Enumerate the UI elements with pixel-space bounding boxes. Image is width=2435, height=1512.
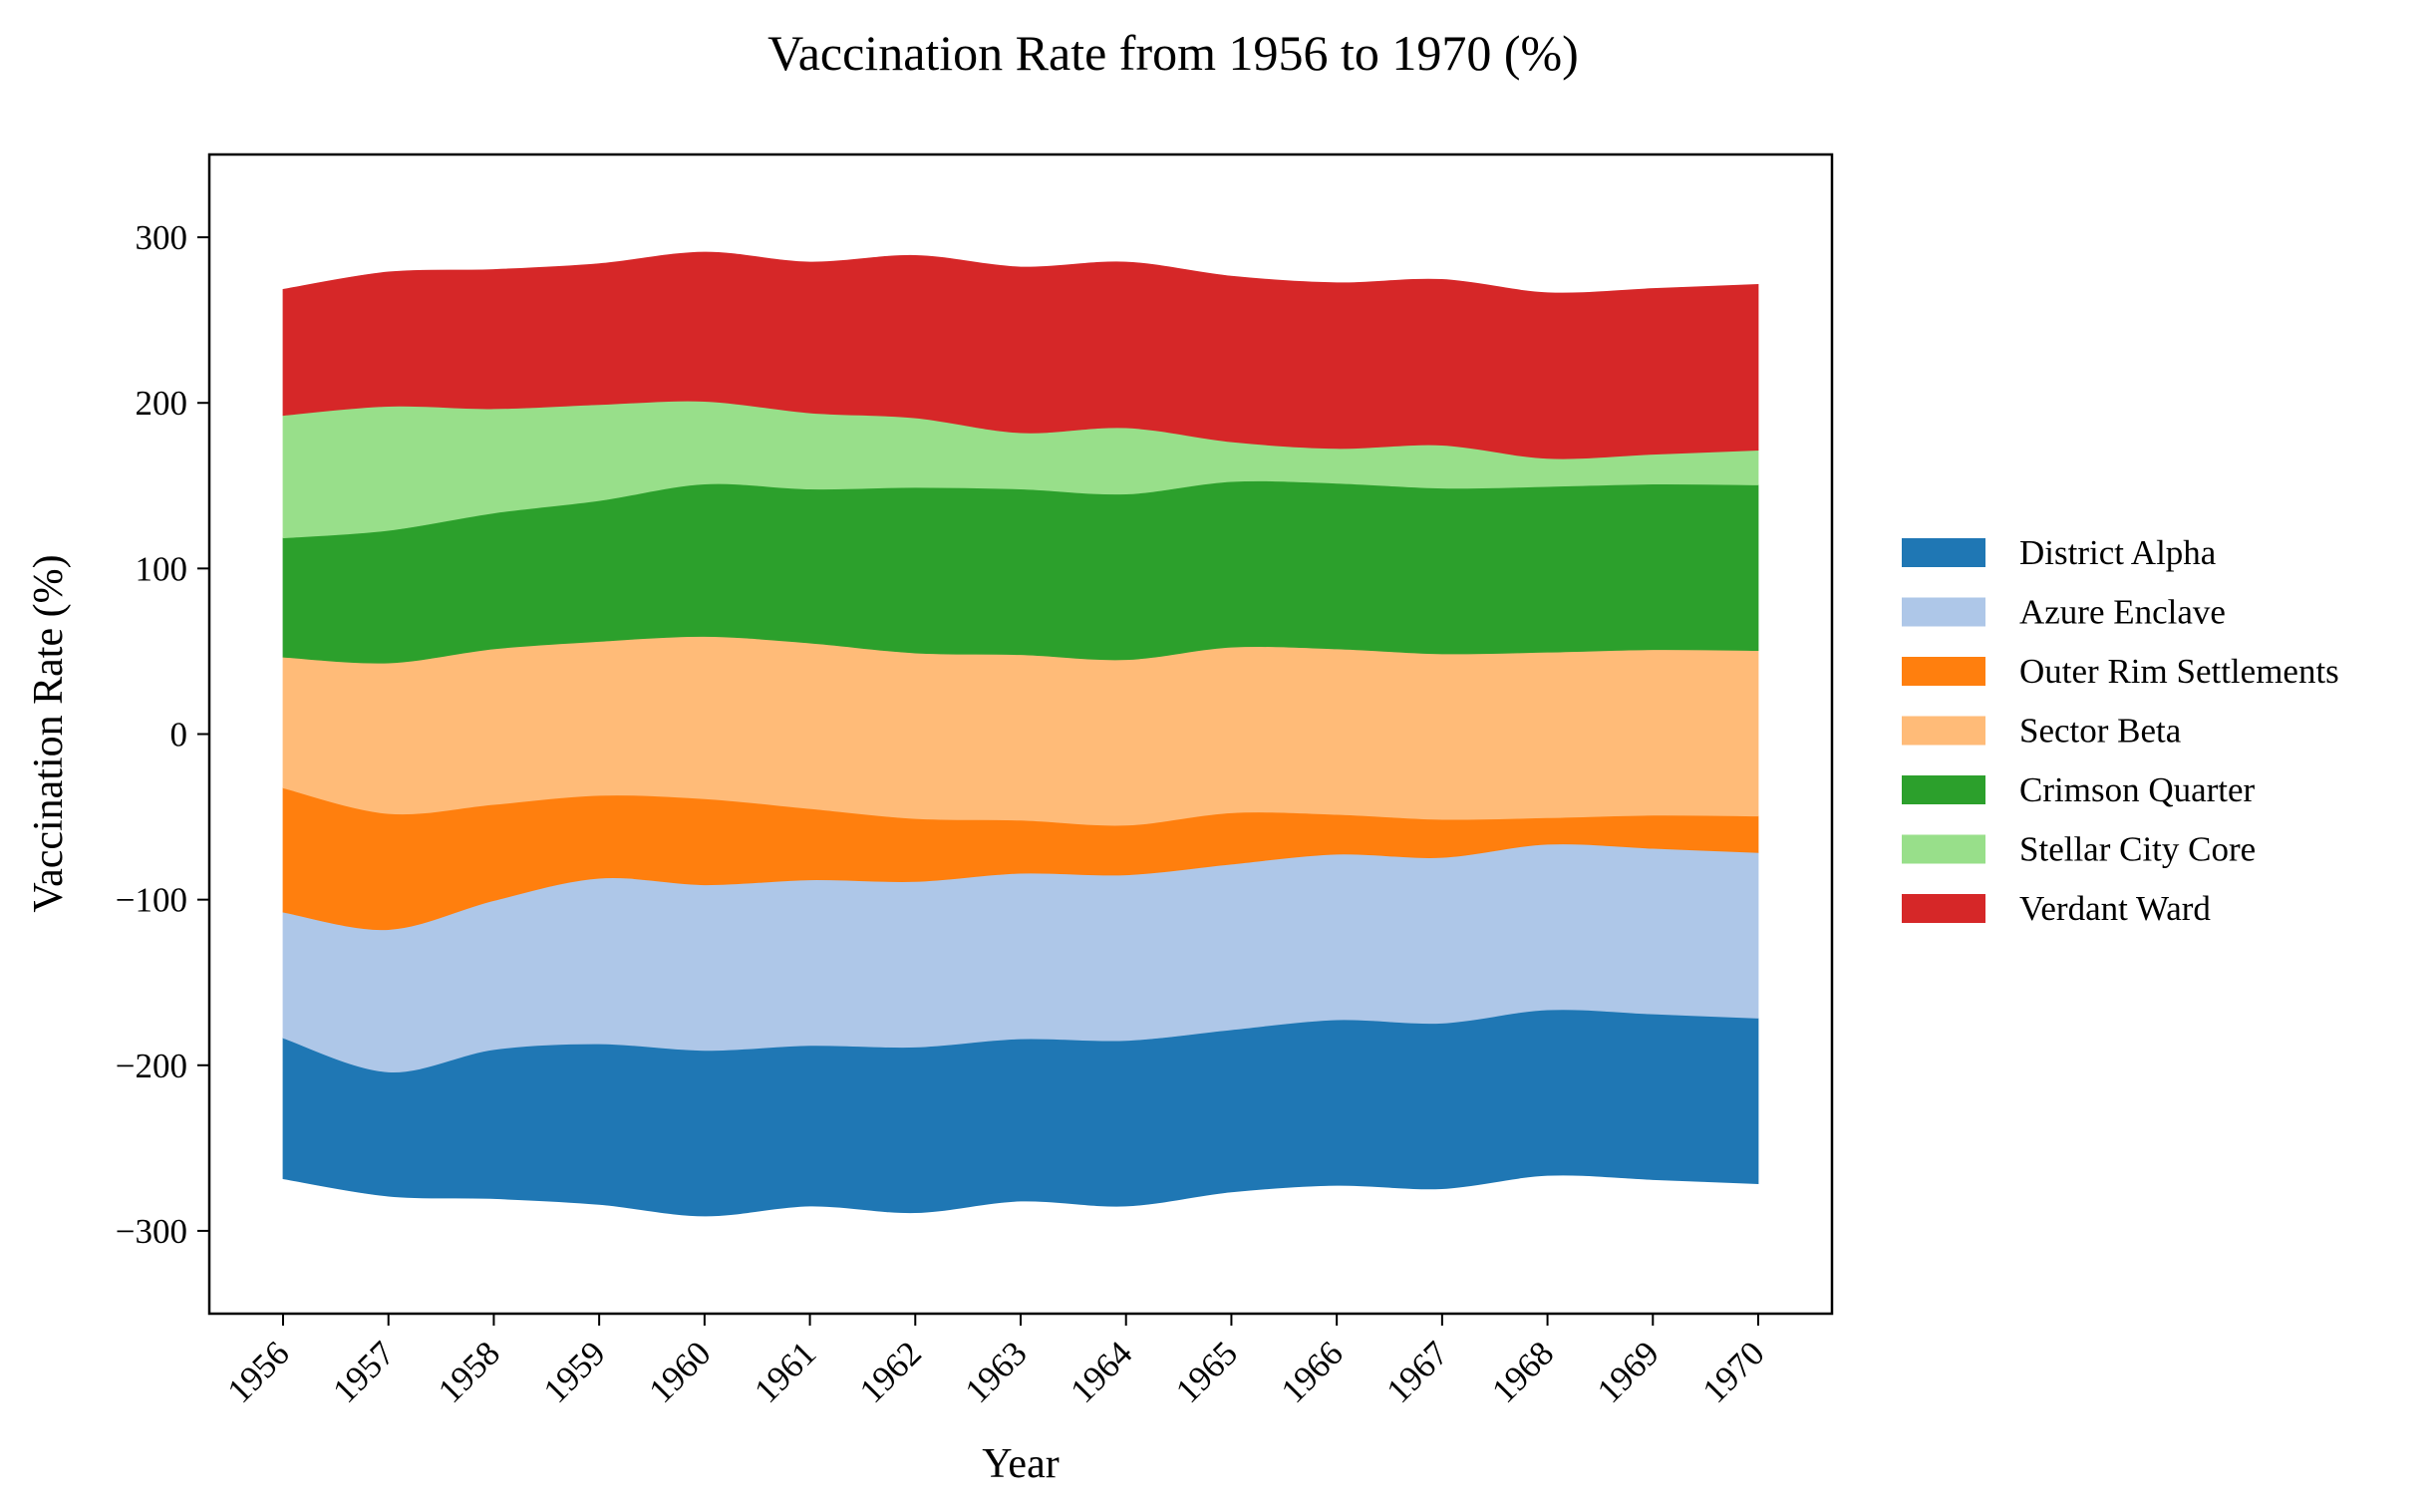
area-verdant-ward xyxy=(282,251,1759,459)
area-layers xyxy=(282,251,1759,1217)
y-tick-label: −200 xyxy=(116,1047,187,1085)
y-axis-label: Vaccination Rate (%) xyxy=(26,554,72,912)
y-tick-label: 0 xyxy=(170,716,188,755)
legend-label: Azure Enclave xyxy=(2019,593,2226,632)
legend-swatch xyxy=(1902,716,1985,746)
chart-title: Vaccination Rate from 1956 to 1970 (%) xyxy=(767,25,1579,81)
y-tick-label: 300 xyxy=(136,218,188,257)
legend-label: Crimson Quarter xyxy=(2019,770,2256,809)
y-tick-label: 200 xyxy=(136,384,188,423)
legend-swatch xyxy=(1902,597,1985,627)
y-tick-label: −300 xyxy=(116,1212,187,1251)
legend-label: Verdant Ward xyxy=(2019,889,2211,928)
area-sector-beta xyxy=(282,636,1759,826)
legend: District Alpha Azure Enclave Outer Rim Set… xyxy=(1902,533,2339,928)
legend-label: Stellar City Core xyxy=(2019,830,2256,869)
y-tick-label: 100 xyxy=(136,549,188,588)
x-axis-label: Year xyxy=(982,1441,1059,1487)
legend-label: District Alpha xyxy=(2019,533,2217,572)
legend-label: Sector Beta xyxy=(2019,712,2182,751)
legend-swatch xyxy=(1902,538,1985,567)
legend-swatch xyxy=(1902,894,1985,923)
y-tick-label: −100 xyxy=(116,881,187,920)
legend-swatch xyxy=(1902,834,1985,864)
legend-swatch xyxy=(1902,775,1985,804)
legend-swatch xyxy=(1902,657,1985,686)
y-axis-ticks: −300 −200 −100 0 100 200 300 xyxy=(116,218,209,1251)
legend-label: Outer Rim Settlements xyxy=(2019,652,2339,691)
